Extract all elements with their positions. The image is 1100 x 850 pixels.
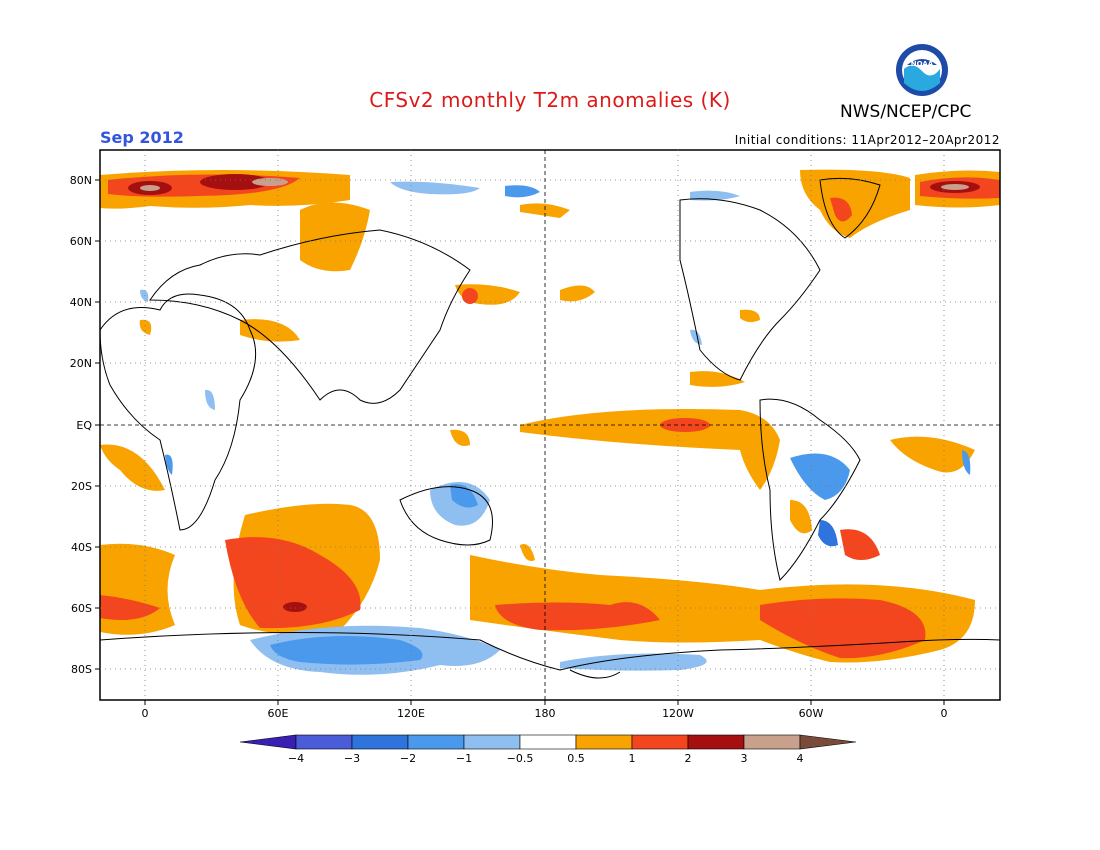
cool-anomaly-region-tropics xyxy=(165,450,971,547)
legend-swatch xyxy=(351,734,409,750)
cool-anomaly-region-antarctic xyxy=(250,625,707,675)
lon-label: 0 xyxy=(941,707,948,720)
lat-label: 20S xyxy=(71,480,92,493)
legend-swatch xyxy=(631,734,689,750)
legend-label: 4 xyxy=(797,752,804,765)
forecast-month: Sep 2012 xyxy=(100,128,184,147)
legend-swatch xyxy=(407,734,465,750)
lat-label: 60S xyxy=(71,602,92,615)
legend-label: 2 xyxy=(685,752,692,765)
legend-label: −2 xyxy=(400,752,416,765)
lat-label: 60N xyxy=(70,235,92,248)
lon-label: 180 xyxy=(535,707,556,720)
lat-label: 40S xyxy=(71,541,92,554)
legend-swatch xyxy=(519,734,577,750)
longitude-labels: 0 60E 120E 180 120W 60W 0 xyxy=(142,707,948,720)
lat-label: 80S xyxy=(71,663,92,676)
legend-label: 0.5 xyxy=(567,752,585,765)
legend-arrow-low xyxy=(239,734,297,750)
noaa-logo: NOAA xyxy=(896,44,948,96)
noaa-logo-text: NOAA xyxy=(911,60,934,68)
cool-anomaly-region-north xyxy=(140,181,740,410)
lat-label: 80N xyxy=(70,174,92,187)
lon-label: 0 xyxy=(142,707,149,720)
legend-swatch xyxy=(743,734,801,750)
warm-anomaly-region-arctic xyxy=(100,169,1000,342)
color-legend: −4 −3 −2 −1 −0.5 0.5 1 2 3 4 xyxy=(239,734,857,765)
legend-label: −3 xyxy=(344,752,360,765)
lon-label: 120E xyxy=(397,707,425,720)
legend-swatch xyxy=(295,734,353,750)
lon-label: 60W xyxy=(799,707,824,720)
chart-title: CFSv2 monthly T2m anomalies (K) xyxy=(369,88,731,112)
lon-label: 60E xyxy=(268,707,289,720)
organization-label: NWS/NCEP/CPC xyxy=(840,102,972,122)
legend-swatch xyxy=(687,734,745,750)
legend-label: −1 xyxy=(456,752,472,765)
legend-label: 1 xyxy=(629,752,636,765)
lon-label: 120W xyxy=(662,707,694,720)
legend-arrow-high xyxy=(799,734,857,750)
latitude-labels: 80N 60N 40N 20N EQ 20S 40S 60S 80S xyxy=(70,174,93,676)
legend-swatch xyxy=(575,734,633,750)
legend-swatch xyxy=(463,734,521,750)
initial-conditions: Initial conditions: 11Apr2012–20Apr2012 xyxy=(734,133,1000,147)
coastlines xyxy=(100,177,1000,679)
warm-anomaly-region-enso xyxy=(100,371,975,534)
lat-label: 40N xyxy=(70,296,92,309)
legend-label: −0.5 xyxy=(507,752,534,765)
warm-anomaly-region-southern-ocean xyxy=(100,503,975,663)
legend-label: 3 xyxy=(741,752,748,765)
lat-label: 20N xyxy=(70,357,92,370)
legend-label: −4 xyxy=(288,752,304,765)
lat-label: EQ xyxy=(76,419,92,432)
